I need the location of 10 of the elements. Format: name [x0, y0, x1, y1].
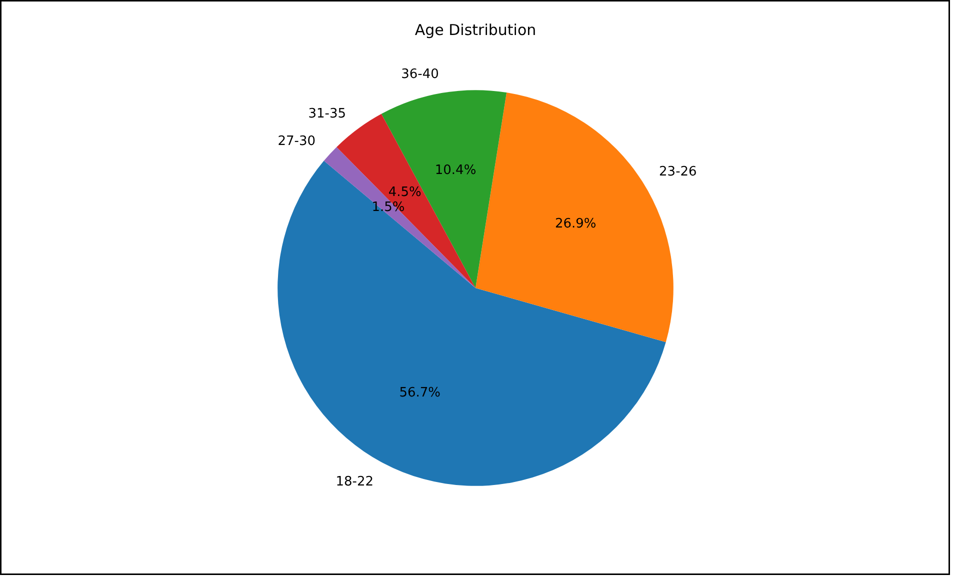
data-label: 4.5%	[388, 184, 422, 200]
chart-title: Age Distribution	[414, 21, 536, 40]
slice-label: 23-26	[659, 164, 697, 180]
data-label: 10.4%	[434, 163, 476, 178]
slice-label: 36-40	[401, 67, 439, 82]
data-label: 56.7%	[399, 386, 441, 401]
slice-label: 27-30	[278, 134, 316, 150]
slice-label: 18-22	[336, 474, 374, 490]
slice-label: 31-35	[308, 106, 346, 122]
data-label: 26.9%	[554, 216, 596, 232]
